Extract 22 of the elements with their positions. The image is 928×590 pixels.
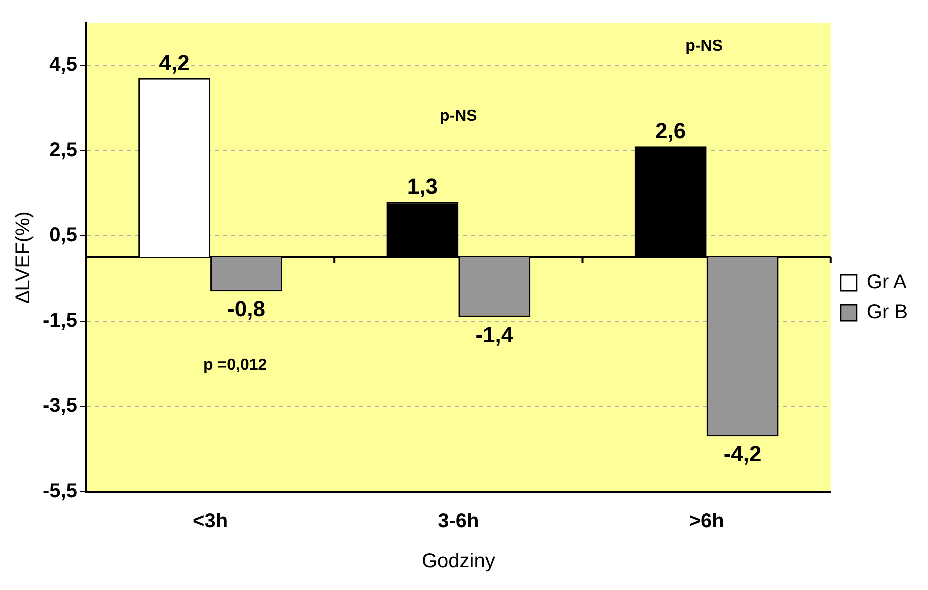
legend-label: Gr B — [866, 302, 908, 324]
x-tick-label: >6h — [689, 510, 724, 533]
data-label: 4,2 — [159, 50, 190, 76]
y-tick-label: 0,5 — [50, 224, 78, 247]
y-tick-label: -1,5 — [42, 310, 78, 332]
x-tick-label: 3-6h — [438, 510, 480, 533]
data-label: 1,3 — [407, 174, 438, 200]
legend-label: Gr A — [866, 272, 908, 294]
y-tick-label: -5,5 — [42, 480, 78, 503]
data-label: -1,4 — [476, 322, 514, 348]
x-axis-title: Godziny — [422, 550, 496, 573]
annotation: p-NS — [686, 38, 724, 55]
y-tick-label: -3,5 — [42, 395, 78, 418]
data-label: -4,2 — [724, 442, 762, 467]
y-axis-title: ∆LVEF(%) — [12, 212, 35, 304]
data-label: -0,8 — [228, 296, 266, 322]
annotation: p-NS — [440, 108, 478, 126]
annotation: p =0,012 — [204, 356, 268, 374]
data-label: 2,6 — [656, 118, 686, 144]
y-tick-label: 4,5 — [50, 54, 78, 76]
y-tick-label: 2,5 — [50, 139, 78, 162]
x-tick-label: <3h — [193, 510, 228, 533]
